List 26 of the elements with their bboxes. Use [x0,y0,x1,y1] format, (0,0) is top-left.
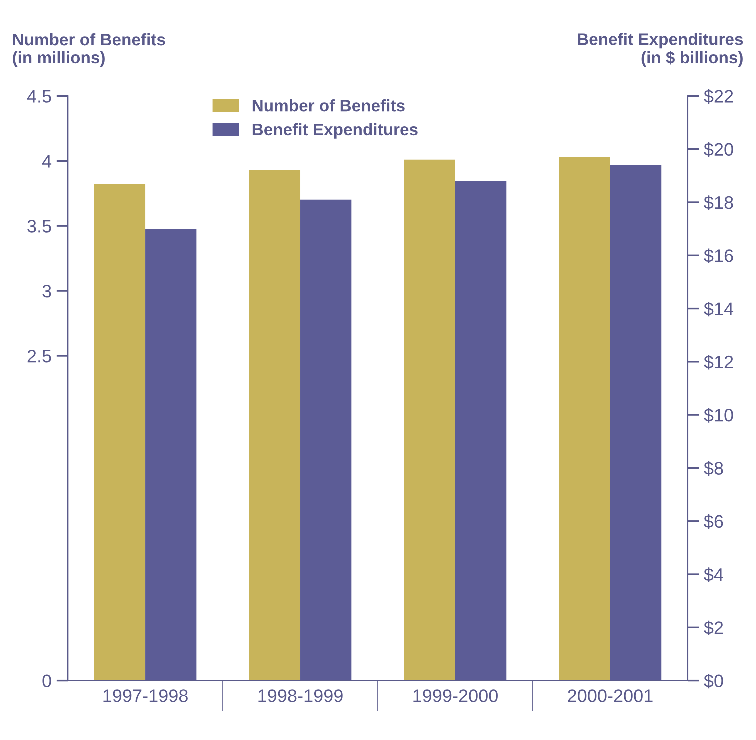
y2-tick-label: $4 [704,568,724,582]
y-tick-label: 4 [42,155,52,168]
y-tick-label: 2.5 [28,350,52,363]
x-tick-label: 2000-2001 [568,690,653,702]
y2-tick-label: $20 [704,142,734,158]
x-tick-label: 1997-1998 [104,690,188,702]
y2-tick-label: $14 [704,302,734,317]
y2-axis-title: Benefit Expenditures (in $ billions) [578,33,744,67]
y-tick-label: 3 [42,285,52,298]
y2-tick-label: $0 [704,674,724,689]
y2-tick-label: $12 [704,355,734,370]
y-tick-label: 3.5 [28,220,52,233]
y2-tick-label: $8 [704,461,724,476]
y2-tick-label: $18 [704,196,734,210]
x-tick-label: 1998-1999 [258,690,343,702]
y2-tick-label: $22 [704,89,734,104]
y2-tick-label: $16 [704,248,734,264]
y-tick-label: 0 [42,674,52,688]
y2-tick-label: $2 [704,620,724,636]
legend-label: Number of Benefits [252,100,405,112]
y-axis-title: Number of Benefits (in millions) [13,33,166,67]
y2-tick-label: $10 [704,408,734,423]
x-tick-label: 1999-2000 [414,690,498,702]
y-tick-label: 4.5 [27,90,52,103]
y2-tick-label: $6 [704,514,724,530]
legend-label: Benefit Expenditures [252,123,418,139]
